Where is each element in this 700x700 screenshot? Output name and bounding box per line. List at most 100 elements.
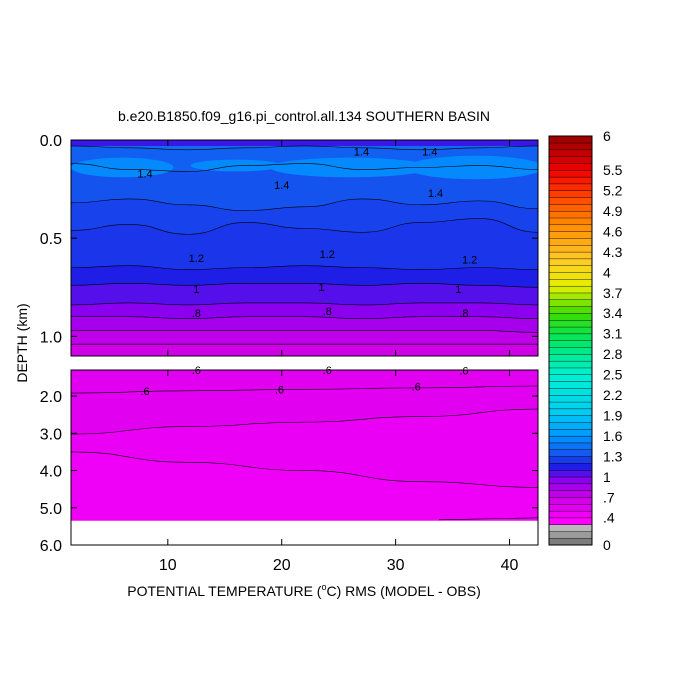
- x-tick-label: 30: [387, 557, 405, 574]
- colorbar-segment: [548, 367, 593, 375]
- contour-label: .6: [323, 365, 332, 377]
- colorbar-tick-label: 4.3: [603, 244, 623, 260]
- colorbar-segment: [548, 353, 593, 362]
- colorbar-segment: [548, 510, 593, 519]
- colorbar-segment: [548, 190, 593, 198]
- colorbar-segment: [548, 517, 593, 525]
- contour-label: 1.2: [189, 253, 204, 265]
- y-axis-label: DEPTH (km): [14, 303, 30, 382]
- colorbar-tick-label: 1.3: [603, 448, 623, 464]
- colorbar-segment: [548, 374, 593, 382]
- high-rms-patch-3: [190, 159, 282, 172]
- colorbar-segment: [548, 135, 593, 144]
- colorbar-tick-label: .4: [603, 510, 615, 526]
- colorbar-segment: [548, 537, 593, 546]
- colorbar-tick-label: 5.2: [603, 183, 623, 199]
- x-tick-label: 40: [501, 557, 519, 574]
- y-tick-label: 3.0: [40, 426, 62, 443]
- x-axis-label: POTENTIAL TEMPERATURE (oC) RMS (MODEL - …: [127, 582, 481, 599]
- colorbar-segment: [548, 224, 593, 232]
- contour-line-lower-0.5: [71, 451, 538, 488]
- colorbar-tick-label: 1.6: [603, 428, 623, 444]
- colorbar-segment: [548, 476, 593, 485]
- contour-line-1.25: [71, 218, 538, 235]
- colorbar-segment: [548, 415, 593, 423]
- y-axis-ticks: 0.0 0.5 1.0 2.0 3.0 4.0 5.0 6.0: [40, 133, 538, 555]
- y-tick-label: 2.0: [40, 389, 62, 406]
- colorbar-tick-labels: 6 5.5 5.2 4.9 4.6 4.3 4 3.7 3.4 3.1 2.8 2.5 2.2 1.9 1.…: [603, 128, 623, 553]
- colorbar-segment: [548, 483, 593, 491]
- colorbar-tick-label: 4: [603, 264, 611, 280]
- colorbar-segment: [548, 265, 593, 273]
- lower-band-deep: [71, 451, 538, 521]
- x-axis-ticks: 10 20 30 40: [159, 140, 519, 574]
- colorbar-segment: [548, 497, 593, 505]
- colorbar-segment: [548, 169, 593, 178]
- y-tick-label: 0.0: [40, 133, 62, 150]
- y-tick-label: 0.5: [40, 231, 62, 248]
- colorbar-tick-label: 4.9: [603, 203, 623, 219]
- contour-label: 1.4: [354, 147, 369, 159]
- contour-label: 1: [455, 284, 461, 296]
- colorbar-segment: [548, 463, 593, 471]
- colorbar-segment: [548, 340, 593, 348]
- bottom-contour-fragment: [438, 517, 538, 521]
- colorbar-segment: [548, 299, 593, 307]
- colorbar-segment: [548, 435, 593, 444]
- colorbar-segment: [548, 388, 593, 396]
- colorbar-segment: [548, 292, 593, 300]
- colorbar-tick-label: 1: [603, 469, 611, 485]
- colorbar-frame: [548, 135, 593, 546]
- contour-line-1.2: [71, 265, 538, 270]
- colorbar-segment: [548, 333, 593, 341]
- colorbar-segment: [548, 456, 593, 464]
- colorbar-segment: [548, 381, 593, 389]
- colorbar-segment: [548, 258, 593, 266]
- no-data-region: [71, 520, 538, 545]
- colorbar-segment: [548, 394, 593, 403]
- colorbar-segment: [548, 449, 593, 457]
- colorbar-segment: [548, 347, 593, 355]
- chart-title: b.e20.B1850.f09_g16.pi_control.all.134 S…: [118, 108, 490, 124]
- colorbar-tick-label: 0: [603, 537, 611, 553]
- lower-band-upper: [71, 370, 538, 435]
- contour-label: .6: [412, 382, 421, 394]
- colorbar-segment: [548, 442, 593, 450]
- colorbar-segment: [548, 217, 593, 226]
- colorbar-segment: [548, 490, 593, 498]
- high-rms-patch-0: [71, 157, 174, 178]
- colorbar-tick-label: 3.4: [603, 305, 623, 321]
- high-rms-patch-1: [270, 157, 430, 178]
- colorbar-segment: [548, 278, 593, 287]
- colorbar-tick-label: 6: [603, 128, 611, 144]
- colorbar-segment: [548, 360, 593, 369]
- colorbar-segment: [548, 285, 593, 294]
- colorbar-segment: [548, 313, 593, 321]
- colorbar-segment: [548, 142, 593, 151]
- colorbar-segment: [548, 244, 593, 253]
- contour-line-0.9: [71, 316, 538, 319]
- y-tick-label: 6.0: [40, 538, 62, 555]
- colorbar-segment: [548, 469, 593, 478]
- contour-label: 1: [319, 282, 325, 294]
- colorbar-tick-label: 3.7: [603, 285, 623, 301]
- contour-line-lower-0.55: [71, 408, 538, 435]
- contour-line-1.4: [71, 145, 538, 151]
- colorbar-segment: [548, 197, 593, 205]
- contour-label: .8: [459, 308, 468, 320]
- colorbar-segment: [548, 251, 593, 260]
- colorbar-segment: [548, 272, 593, 280]
- colorbar-tick-label: 2.8: [603, 346, 623, 362]
- x-tick-label: 10: [159, 557, 177, 574]
- colorbar-segment: [548, 408, 593, 416]
- colorbar-segment: [548, 428, 593, 437]
- lower-panel: .6 .6 .6 .6 .6 .6: [70, 365, 539, 546]
- y-tick-label: 4.0: [40, 464, 62, 481]
- colorbar-segment: [548, 210, 593, 219]
- colorbar-tick-label: .7: [603, 489, 615, 505]
- colorbar-tick-label: 3.1: [603, 326, 623, 342]
- colorbar-segment: [548, 231, 593, 239]
- colorbar-tick-label: 2.5: [603, 367, 623, 383]
- contour-label: 1.4: [137, 168, 152, 180]
- colorbar: [548, 135, 593, 546]
